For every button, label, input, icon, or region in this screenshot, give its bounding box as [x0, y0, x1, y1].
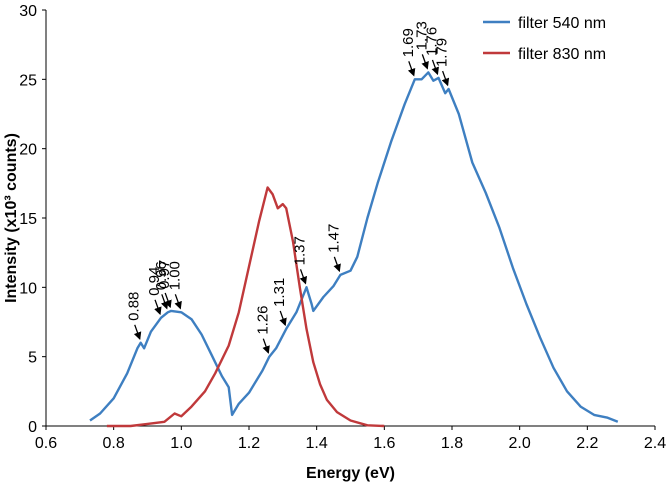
- legend-item: filter 540 nm: [483, 15, 606, 32]
- x-tick-label: 1.8: [441, 435, 463, 452]
- peak-annotation: 0.94: [146, 267, 163, 316]
- peak-arrow: [333, 256, 341, 273]
- peak-annotation: 1.69: [400, 28, 417, 77]
- peak-arrow: [154, 299, 162, 316]
- peak-arrow: [431, 59, 439, 76]
- peak-label: 1.79: [434, 38, 451, 67]
- peak-label: 0.96: [153, 261, 170, 290]
- peak-annotation: 1.47: [325, 224, 342, 273]
- peak-annotation: 1.76: [423, 27, 440, 76]
- peak-arrow: [262, 338, 270, 354]
- peak-label: 1.00: [166, 261, 183, 290]
- legend-label: filter 830 nm: [518, 46, 606, 63]
- peak-label: 0.94: [146, 267, 163, 296]
- y-tick-label: 30: [19, 3, 37, 20]
- peak-arrow: [133, 324, 142, 341]
- x-tick-label: 0.8: [103, 435, 125, 452]
- x-tick-label: 1.4: [306, 435, 328, 452]
- annotation-layer: 0.880.940.960.971.00 1.261.311.37 1.47 1.69…: [126, 21, 451, 354]
- y-tick-label: 20: [19, 142, 37, 159]
- peak-label: 1.37: [292, 236, 309, 265]
- axes: 0.6 0.8 1.0 1.2 1.4 1.6 1.8 2.0 2.2 2.4 0 5 10 15 20 25…: [19, 3, 666, 452]
- peak-label: 1.47: [325, 224, 342, 253]
- x-tick-label: 2.4: [644, 435, 666, 452]
- legend-label: filter 540 nm: [518, 15, 606, 32]
- peak-annotation: 1.79: [434, 38, 451, 87]
- y-tick-label: 25: [19, 72, 37, 89]
- peak-label: 1.26: [254, 305, 271, 334]
- peak-label: 1.69: [400, 28, 417, 57]
- peak-arrow: [407, 61, 416, 77]
- peak-arrow: [299, 269, 308, 285]
- peak-label: 0.97: [156, 260, 173, 289]
- peak-arrow: [164, 292, 172, 309]
- peak-annotation: 1.73: [413, 21, 430, 70]
- x-tick-label: 1.6: [373, 435, 395, 452]
- peak-arrow: [174, 294, 182, 310]
- x-axis-title: Energy (eV): [306, 465, 395, 482]
- peak-annotation: 0.88: [126, 292, 143, 341]
- y-tick-label: 10: [19, 280, 37, 297]
- x-tick-label: 1.2: [238, 435, 260, 452]
- peak-arrow: [279, 310, 287, 327]
- legend: filter 540 nm filter 830 nm: [483, 15, 606, 63]
- peak-annotation: 1.00: [166, 261, 183, 310]
- x-tick-label: 2.0: [509, 435, 531, 452]
- series-line-1: [89, 71, 619, 423]
- peak-annotation: 1.37: [292, 236, 309, 285]
- peak-label: 1.76: [423, 27, 440, 56]
- y-axis-title: Intensity (x10³ counts): [3, 133, 20, 303]
- peak-annotation: 1.26: [254, 305, 271, 354]
- peak-label: 1.73: [413, 21, 430, 50]
- peak-arrow: [441, 70, 450, 87]
- series-layer: [89, 71, 619, 428]
- peak-annotation: 1.31: [271, 278, 288, 327]
- y-tick-label: 0: [28, 419, 37, 436]
- x-tick-label: 2.2: [576, 435, 598, 452]
- legend-item: filter 830 nm: [483, 46, 606, 63]
- peak-annotation: 0.97: [156, 260, 173, 309]
- peak-label: 0.88: [126, 292, 143, 321]
- x-tick-label: 1.0: [170, 435, 192, 452]
- series-line-2: [106, 186, 385, 428]
- y-tick-label: 15: [19, 211, 37, 228]
- peak-label: 1.31: [271, 278, 288, 307]
- y-tick-label: 5: [28, 350, 37, 367]
- x-tick-label: 0.6: [35, 435, 57, 452]
- peak-arrow: [421, 54, 429, 70]
